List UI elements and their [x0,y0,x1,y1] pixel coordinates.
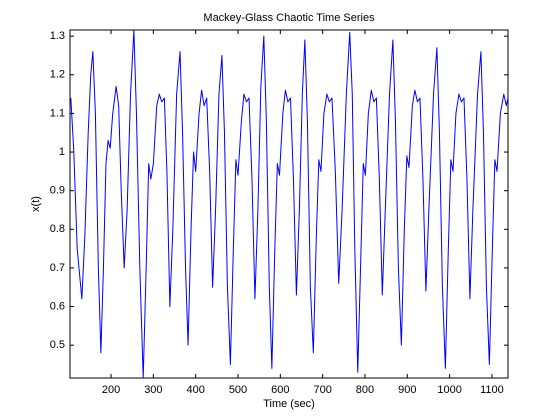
y-tick-label: 1.3 [50,30,65,42]
x-axis-label: Time (sec) [263,398,315,410]
x-tick-label: 600 [271,384,289,396]
plot-area [69,29,509,379]
x-tick-label: 500 [229,384,247,396]
chart-title: Mackey-Glass Chaotic Time Series [203,12,375,24]
x-tick-label: 200 [102,384,120,396]
series-line [70,30,508,378]
x-tick-label: 900 [398,384,416,396]
y-tick-label: 1.2 [50,69,65,81]
x-tick-label: 800 [356,384,374,396]
y-tick-label: 0.9 [50,185,65,197]
x-tick-label: 700 [313,384,331,396]
x-tick-label: 300 [144,384,162,396]
y-tick-label: 0.5 [50,339,65,351]
y-tick-label: 0.7 [50,262,65,274]
y-tick-label: 1.1 [50,107,65,119]
x-tick-label: 1100 [480,384,504,396]
y-tick-label: 1 [59,146,65,158]
y-tick-label: 0.6 [50,300,65,312]
y-tick-label: 0.8 [50,223,65,235]
y-axis-label: x(t) [30,196,42,212]
x-tick-label: 1000 [437,384,461,396]
x-tick-label: 400 [187,384,205,396]
